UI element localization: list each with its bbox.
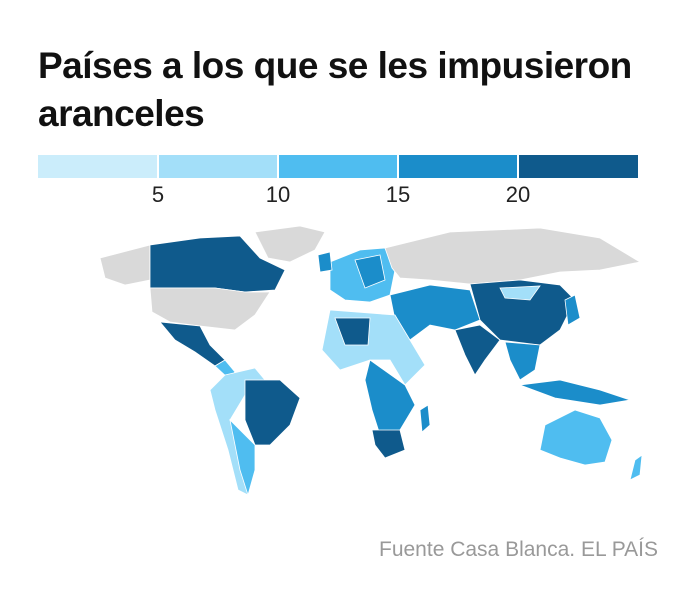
legend-swatch [38, 155, 158, 178]
legend-tick-label: 5 [152, 182, 164, 207]
legend-swatch [398, 155, 518, 178]
region [354, 254, 386, 289]
region [317, 251, 333, 273]
legend-swatch [158, 155, 278, 178]
region [229, 418, 256, 497]
legend-swatch [278, 155, 398, 178]
region [254, 225, 326, 263]
region [159, 321, 226, 367]
source: Fuente Casa Blanca. EL PAÍS [379, 538, 658, 561]
region [371, 429, 406, 459]
legend-tick-label: 15 [386, 182, 410, 207]
region [99, 244, 151, 286]
region [454, 324, 501, 376]
region [499, 285, 541, 301]
chart-title: Países a los que se les impusieron aranc… [38, 45, 632, 134]
region [519, 379, 631, 406]
region [384, 227, 642, 285]
region [564, 294, 581, 326]
region [539, 409, 613, 466]
region [504, 341, 541, 381]
region [469, 279, 576, 346]
legend: 5 10 15 20 [38, 155, 638, 207]
region [149, 287, 271, 331]
legend-swatch [518, 155, 638, 178]
region [419, 404, 431, 433]
legend-tick-label: 20 [506, 182, 530, 207]
legend-tick-label: 10 [266, 182, 290, 207]
region [629, 454, 643, 481]
region [244, 379, 301, 446]
region [334, 317, 371, 346]
